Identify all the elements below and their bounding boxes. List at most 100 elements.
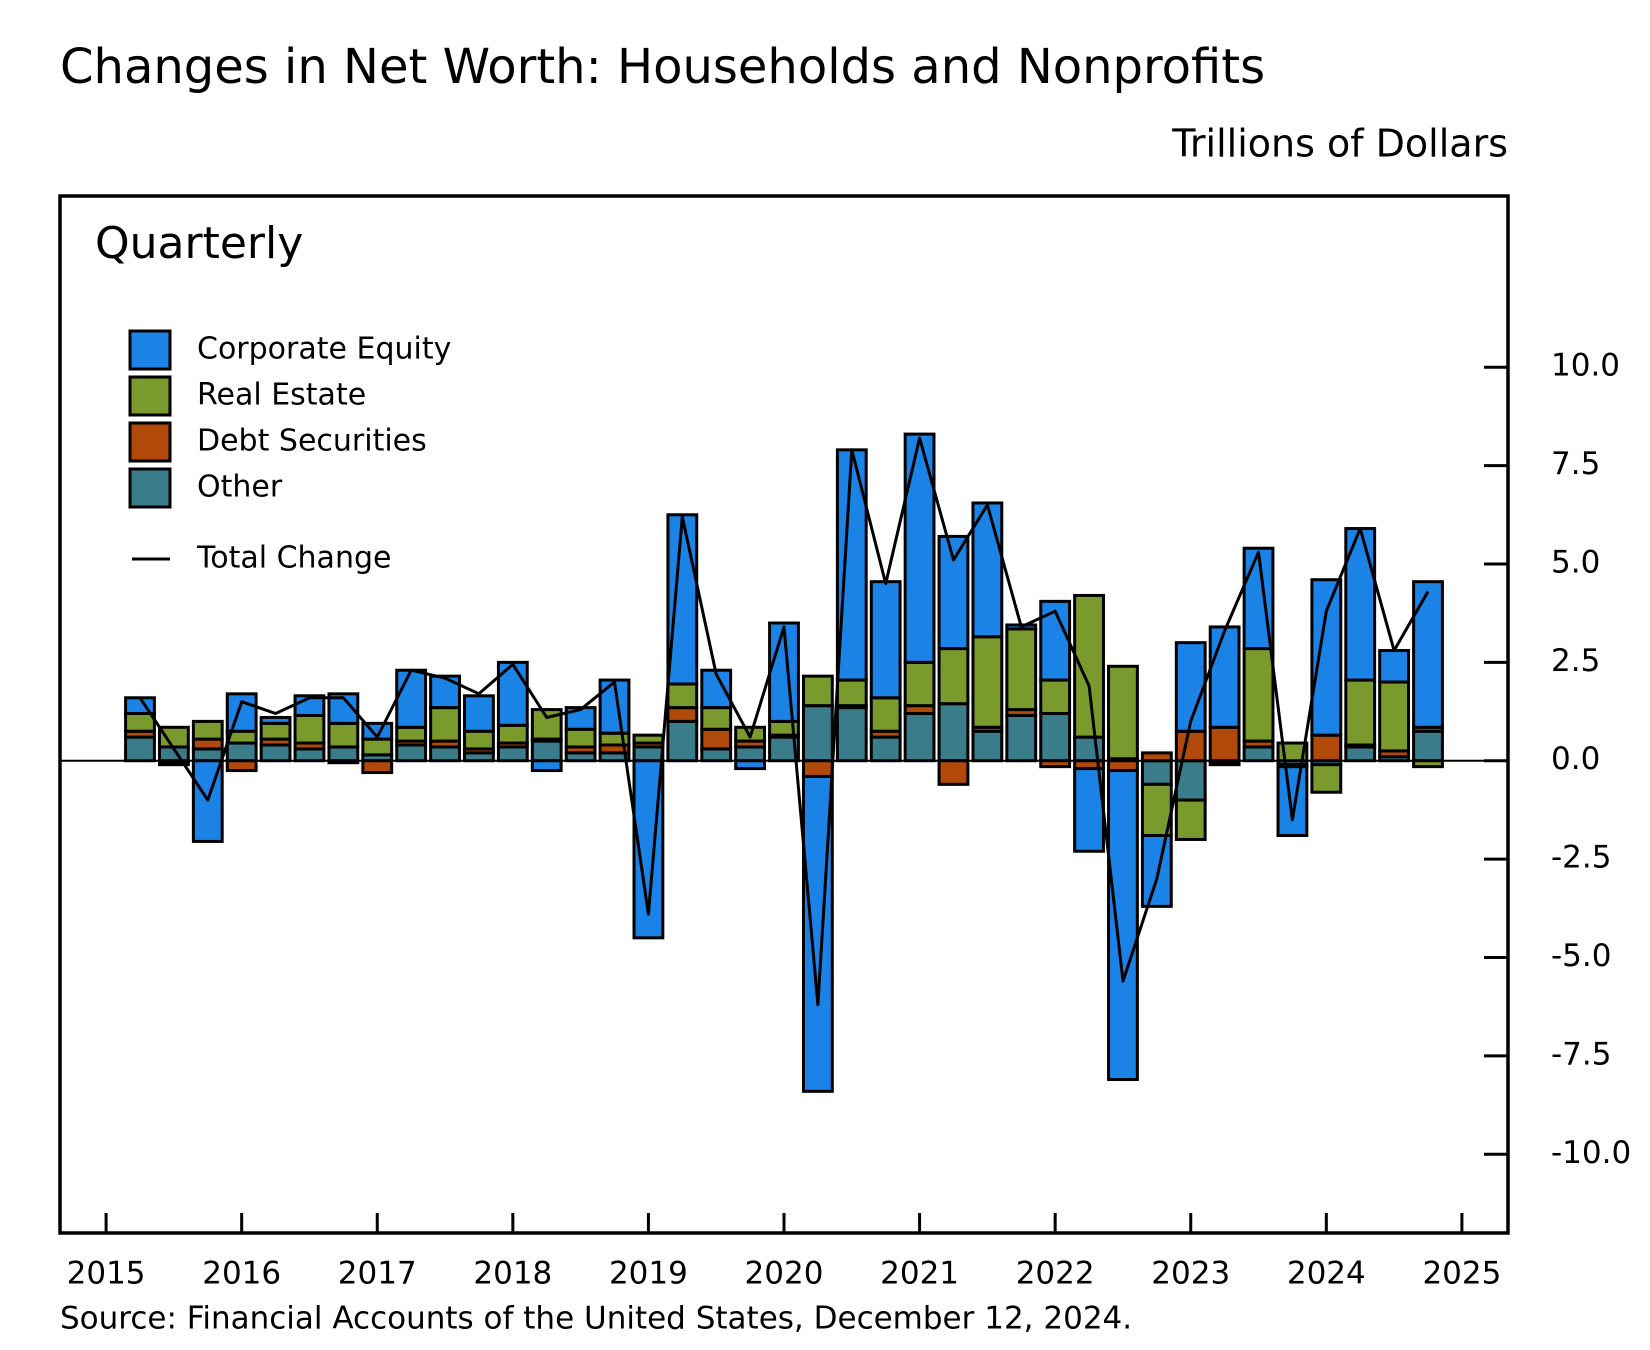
y-tick-label: -7.5	[1551, 1036, 1612, 1072]
bar	[801, 674, 834, 708]
bar	[1242, 745, 1275, 763]
y-tick-label: 0.0	[1551, 741, 1600, 777]
bar	[259, 715, 292, 725]
bar	[429, 674, 461, 710]
bar	[971, 729, 1004, 763]
bar	[971, 501, 1004, 639]
bar	[700, 706, 733, 731]
bar	[225, 692, 258, 733]
y-tick-label: 7.5	[1551, 446, 1600, 482]
bar	[666, 513, 699, 686]
total-line	[138, 436, 1430, 1007]
bar	[835, 678, 868, 708]
bar	[361, 759, 394, 775]
x-tick-label: 2021	[880, 1256, 959, 1292]
bar	[1140, 759, 1173, 786]
bar	[1276, 765, 1309, 838]
bar	[1208, 761, 1241, 767]
subtitle: Trillions of Dollars	[1171, 122, 1508, 166]
bar	[734, 745, 767, 763]
y-tick-label: -2.5	[1551, 840, 1612, 876]
bar	[1208, 625, 1241, 729]
bar	[1174, 798, 1207, 841]
legend-swatch	[128, 467, 172, 509]
legend-label: Total Change	[196, 541, 391, 576]
bar	[632, 733, 665, 745]
bar	[429, 745, 461, 763]
legend-label: Other	[197, 470, 283, 505]
bar	[1378, 680, 1411, 753]
bar	[1310, 763, 1343, 794]
bar	[530, 759, 563, 773]
x-tick-label: 2020	[745, 1256, 824, 1292]
bar	[1174, 729, 1207, 763]
bar	[835, 706, 868, 763]
source-note: Source: Financial Accounts of the United…	[60, 1301, 1132, 1337]
bar	[225, 741, 258, 763]
y-tick-label: -5.0	[1551, 938, 1612, 974]
bar	[1005, 627, 1038, 712]
bar	[327, 745, 360, 763]
bar	[1005, 713, 1038, 763]
bar	[1073, 735, 1105, 763]
x-tick-label: 2023	[1151, 1256, 1230, 1292]
bar	[395, 743, 428, 763]
legend-label: Corporate Equity	[197, 332, 451, 367]
bar	[259, 743, 292, 763]
bar	[124, 712, 156, 733]
bar	[1039, 678, 1072, 716]
y-tick-label: 2.5	[1551, 643, 1600, 679]
bar	[903, 712, 936, 763]
bar	[496, 745, 529, 763]
bar	[903, 660, 936, 708]
bar	[734, 759, 767, 771]
bar	[1140, 834, 1173, 908]
panel-label: Quarterly	[95, 218, 303, 269]
x-tick-label: 2022	[1016, 1256, 1095, 1292]
x-tick-label: 2024	[1287, 1256, 1366, 1292]
bar	[1378, 649, 1411, 684]
bar	[157, 761, 190, 767]
bar	[1310, 733, 1343, 763]
bar	[361, 737, 394, 757]
y-tick-label: -10.0	[1551, 1135, 1631, 1171]
bar	[801, 759, 834, 778]
bar	[937, 534, 970, 651]
chart-title: Changes in Net Worth: Households and Non…	[60, 39, 1265, 95]
bar	[700, 747, 733, 763]
bar	[1412, 580, 1444, 729]
bar	[1107, 664, 1139, 761]
bar	[1344, 678, 1377, 747]
bar	[293, 747, 326, 763]
bar	[564, 727, 597, 749]
bar	[395, 668, 428, 729]
bar	[259, 721, 292, 741]
x-tick-label: 2015	[67, 1256, 146, 1292]
bar	[1242, 647, 1275, 743]
y-tick-label: 5.0	[1551, 544, 1600, 580]
bar	[632, 745, 665, 763]
legend-swatch	[128, 421, 172, 463]
x-tick-label: 2017	[338, 1256, 417, 1292]
bar	[1039, 712, 1072, 763]
bar	[937, 702, 970, 763]
legend-swatch	[128, 375, 172, 417]
bar	[937, 647, 970, 706]
bar	[157, 725, 190, 749]
bar	[869, 580, 902, 700]
y-tick-label: 10.0	[1551, 348, 1620, 384]
bar	[327, 721, 360, 749]
bar	[1344, 745, 1377, 763]
x-tick-label: 2019	[609, 1256, 688, 1292]
bar	[429, 706, 461, 743]
legend-label: Real Estate	[197, 378, 366, 413]
x-tick-label: 2025	[1422, 1256, 1501, 1292]
bar	[293, 713, 326, 745]
bar	[1107, 769, 1139, 1082]
bar	[666, 719, 699, 763]
bar	[937, 759, 970, 786]
bar	[191, 747, 224, 763]
bar	[124, 735, 156, 763]
